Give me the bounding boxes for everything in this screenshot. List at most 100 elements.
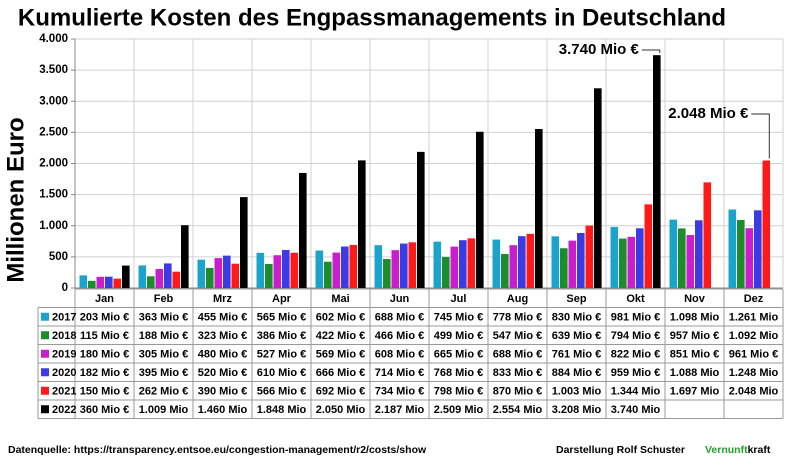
x-tick-label: Mrz (213, 293, 232, 305)
bar (518, 236, 526, 288)
table-cell: 188 Mio € (139, 330, 189, 342)
bar (147, 276, 155, 288)
table-cell: 981 Mio € (611, 312, 661, 324)
legend-swatch (41, 349, 49, 358)
table-cell: 565 Mio € (257, 312, 307, 324)
annotation-leader (751, 113, 770, 159)
table-cell: 639 Mio € (552, 330, 602, 342)
table-cell: 566 Mio € (257, 386, 307, 398)
x-tick-label: Jul (451, 293, 467, 305)
table-cell: 665 Mio € (434, 349, 484, 361)
table-cell: 3.740 Mio (611, 404, 661, 416)
bar (594, 88, 602, 288)
bar (181, 225, 189, 288)
legend-label: 2021 (52, 386, 76, 398)
table-cell: 1.248 Mio (729, 367, 779, 379)
table-cell: 386 Mio € (257, 330, 307, 342)
legend-label: 2017 (52, 312, 76, 324)
y-tick-label: 1.500 (39, 189, 68, 201)
table-cell: 2.048 Mio (729, 386, 779, 398)
brand-green: Vernunft (705, 444, 748, 456)
bar (273, 255, 282, 288)
table-cell: 182 Mio € (80, 367, 130, 379)
bar (754, 210, 762, 288)
table-cell: 608 Mio € (375, 349, 425, 361)
bar (231, 263, 240, 288)
table-cell: 2.050 Mio (316, 404, 366, 416)
x-tick-label: Aug (507, 293, 528, 305)
bar (695, 220, 703, 288)
annotation: 3.740 Mio € (559, 41, 640, 58)
table-cell: 203 Mio € (80, 312, 130, 324)
bar (122, 265, 130, 288)
table-cell: 150 Mio € (80, 386, 130, 398)
table-cell: 390 Mio € (198, 386, 248, 398)
table-cell: 499 Mio € (434, 330, 484, 342)
table-cell: 602 Mio € (316, 312, 366, 324)
legend-swatch (41, 312, 49, 321)
table-cell: 2.187 Mio (375, 404, 425, 416)
bar (265, 263, 273, 288)
legend-label: 2018 (52, 330, 76, 342)
bar (551, 236, 560, 288)
bar (568, 240, 577, 288)
table-cell: 1.088 Mio (670, 367, 720, 379)
table-cell: 778 Mio € (493, 312, 543, 324)
x-tick-label: Sep (566, 293, 586, 305)
y-tick-label: 500 (49, 251, 68, 263)
table-cell: 745 Mio € (434, 312, 484, 324)
bar (349, 244, 358, 288)
bar (737, 220, 745, 288)
bar (113, 278, 122, 288)
table-cell: 466 Mio € (375, 330, 425, 342)
table-cell: 688 Mio € (375, 312, 425, 324)
bar (417, 151, 425, 288)
table-cell: 3.208 Mio (552, 404, 602, 416)
table-cell: 1.092 Mio (729, 330, 779, 342)
footer-author: Darstellung Rolf Schuster (556, 444, 685, 456)
table-cell: 1.848 Mio (257, 404, 307, 416)
bar (644, 204, 653, 288)
bar (619, 238, 627, 288)
y-tick-label: 3.000 (39, 95, 68, 107)
table-cell: 480 Mio € (198, 349, 248, 361)
table-cell: 363 Mio € (139, 312, 189, 324)
bar (762, 160, 771, 288)
legend-swatch (41, 386, 49, 395)
bar (206, 267, 214, 288)
bar (577, 232, 585, 288)
bar (391, 250, 400, 288)
table-cell: 115 Mio € (80, 330, 129, 342)
bar (669, 219, 678, 288)
x-tick-label: Nov (684, 293, 706, 305)
table-cell: 666 Mio € (316, 367, 366, 379)
table-cell: 761 Mio € (552, 349, 602, 361)
bar (374, 245, 383, 288)
bar (138, 265, 147, 288)
table-cell: 2.554 Mio (493, 404, 543, 416)
table-cell: 1.009 Mio (139, 404, 189, 416)
y-tick-label: 4.000 (39, 33, 68, 45)
table-cell: 830 Mio € (552, 312, 602, 324)
table-cell: 527 Mio € (257, 349, 307, 361)
y-tick-label: 2.500 (39, 126, 68, 138)
table-cell: 957 Mio € (670, 330, 720, 342)
bar (450, 246, 459, 288)
bar (442, 256, 450, 288)
legend-label: 2022 (52, 404, 76, 416)
bar (96, 276, 105, 288)
bar (256, 252, 265, 288)
x-tick-label: Feb (154, 293, 174, 305)
annotation: 2.048 Mio € (668, 105, 749, 122)
bar (299, 172, 307, 288)
table-cell: 323 Mio € (198, 330, 248, 342)
table-cell: 455 Mio € (198, 312, 248, 324)
bar (79, 275, 88, 288)
legend-label: 2020 (52, 367, 76, 379)
annotation-leader (641, 49, 661, 54)
table-cell: 959 Mio € (611, 367, 661, 379)
x-tick-label: Jan (95, 293, 114, 305)
table-cell: 305 Mio € (139, 349, 189, 361)
table-cell: 768 Mio € (434, 367, 484, 379)
